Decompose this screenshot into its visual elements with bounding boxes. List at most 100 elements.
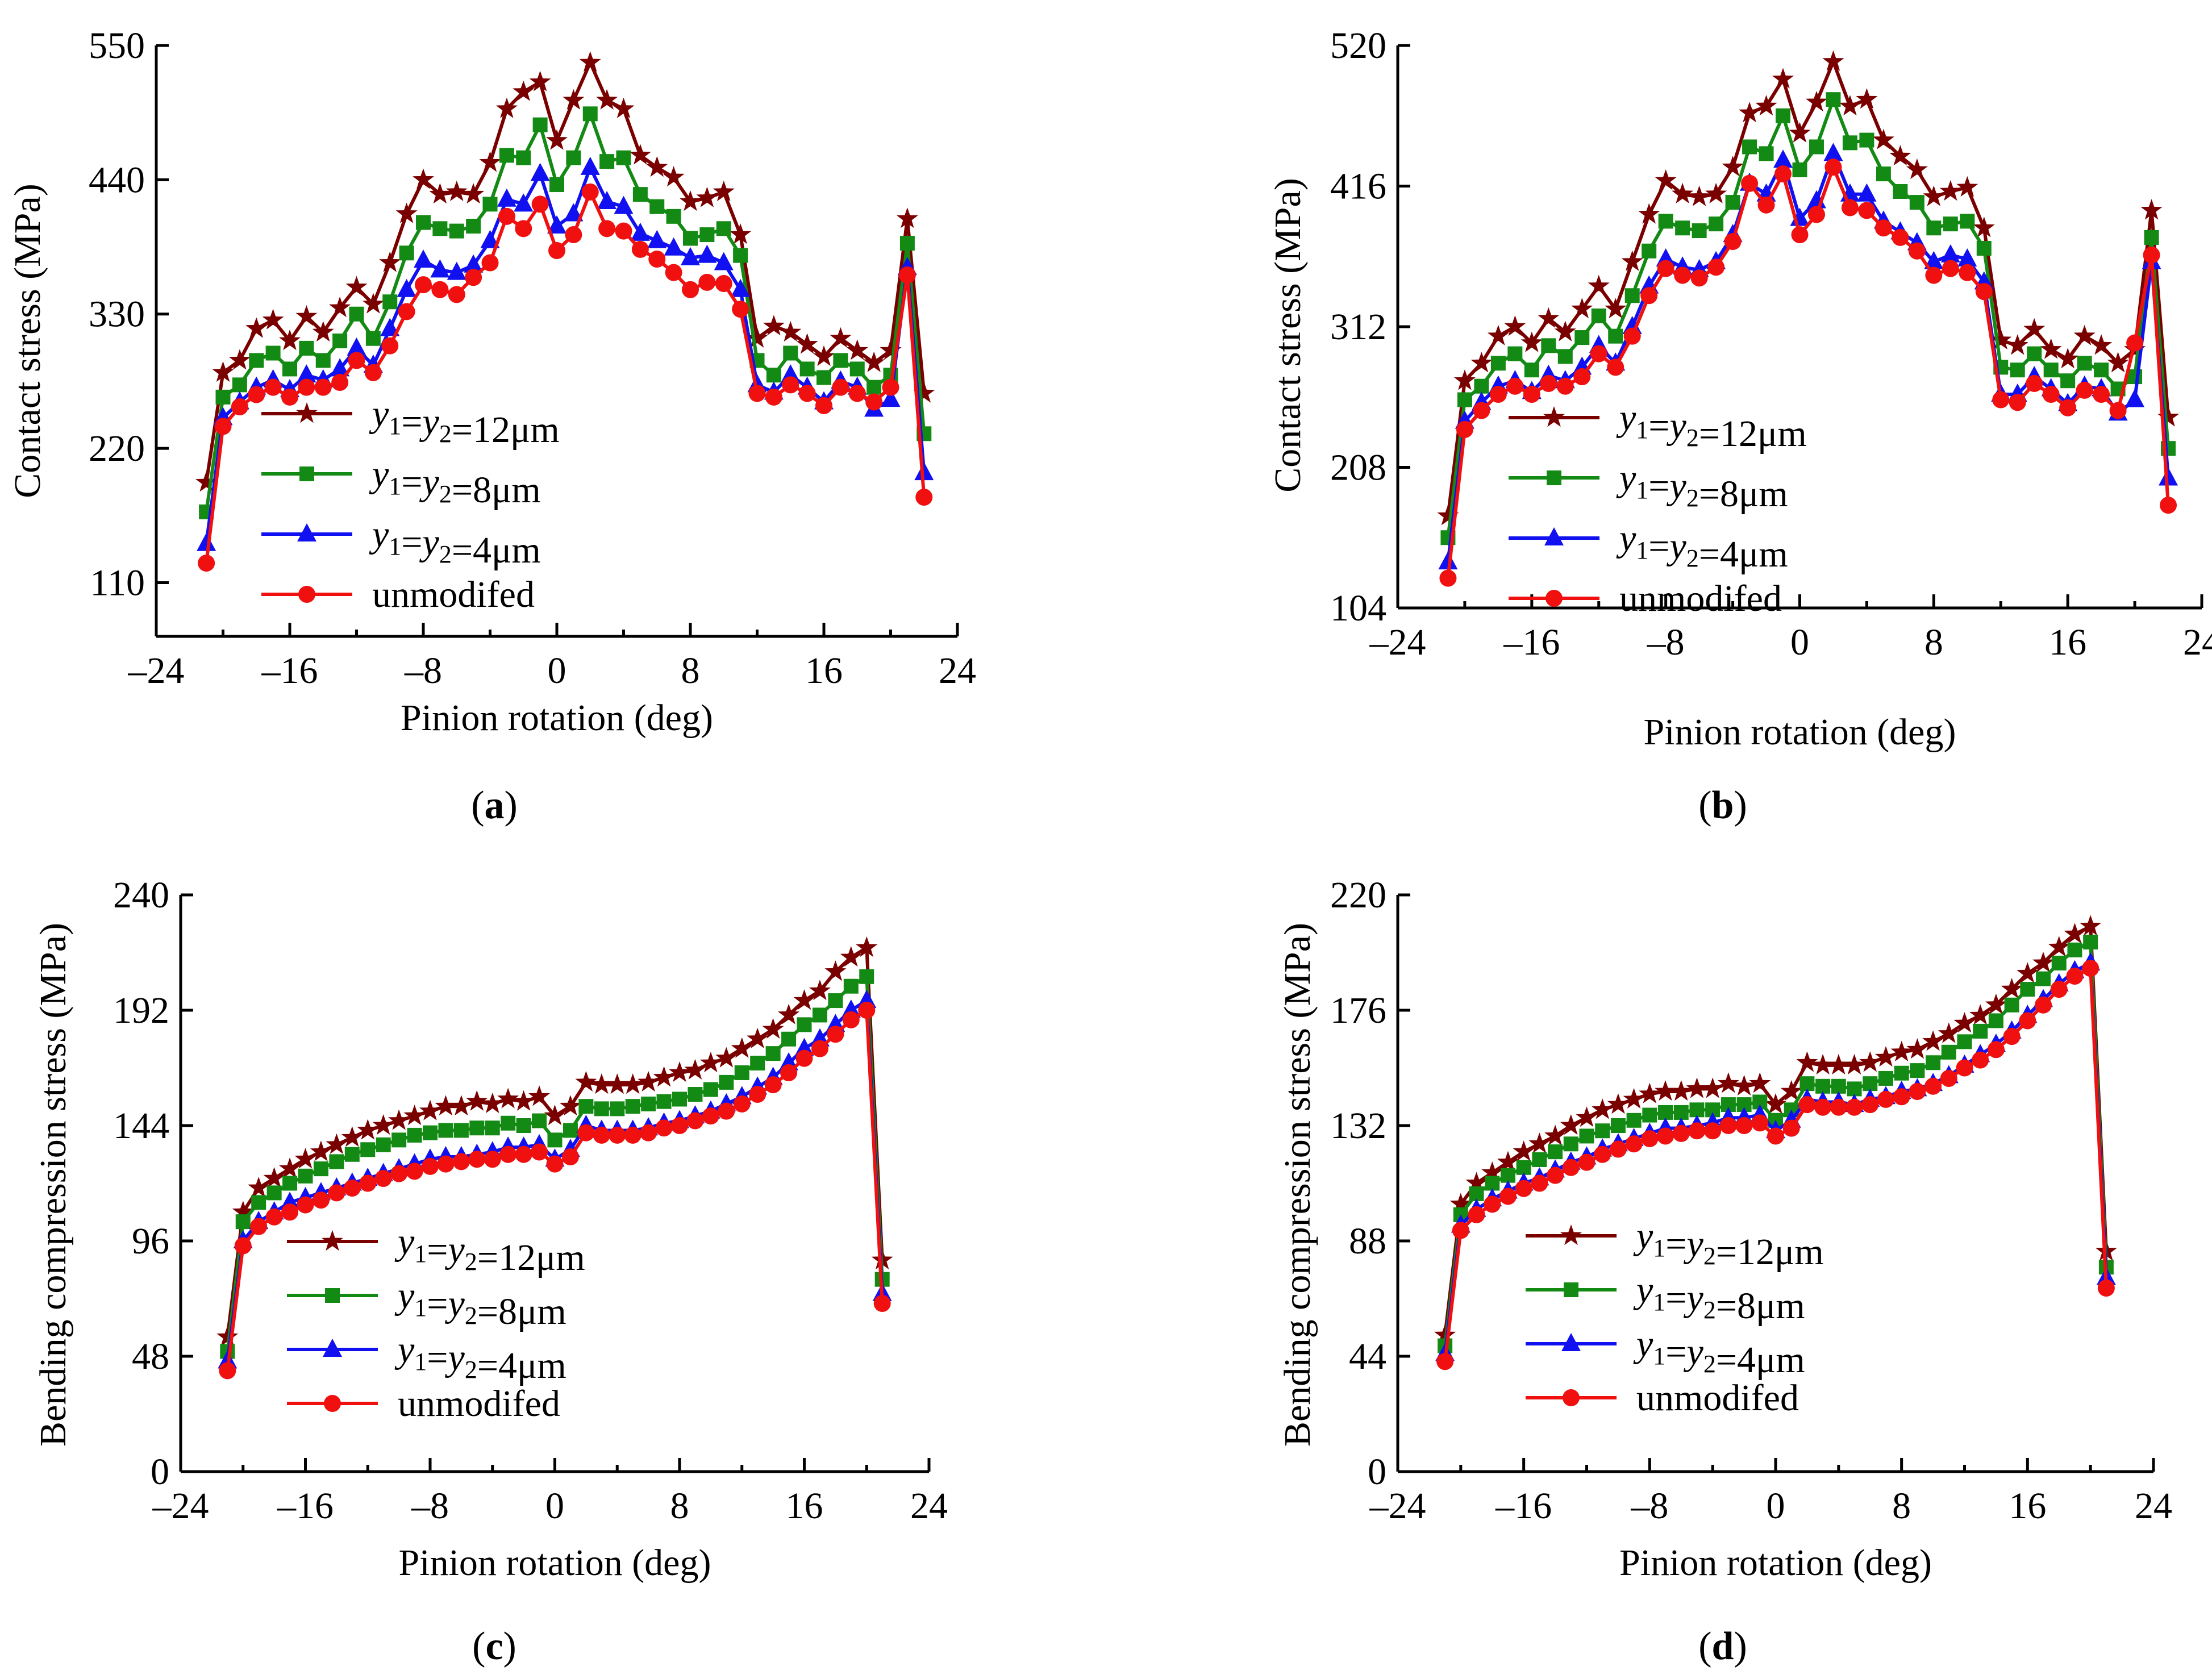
data-point <box>1757 196 1775 214</box>
data-point <box>812 1007 827 1023</box>
y-axis-title: Bending compression stress (MPa) <box>32 923 74 1447</box>
data-point <box>1776 108 1791 123</box>
data-point <box>357 1119 379 1140</box>
data-point <box>731 1037 753 1058</box>
y-tick-label: 88 <box>1349 1220 1386 1262</box>
data-point <box>858 1002 876 1019</box>
data-point <box>1857 183 1877 202</box>
data-point <box>1990 328 2012 349</box>
data-point <box>1705 182 1727 203</box>
data-point <box>372 1114 394 1135</box>
data-point <box>2019 1012 2036 1030</box>
data-point <box>1576 1106 1598 1127</box>
data-point <box>649 199 665 214</box>
data-point <box>406 1163 423 1180</box>
data-point <box>1892 228 1909 246</box>
data-point <box>582 106 598 122</box>
data-point <box>362 293 384 314</box>
data-point <box>1823 143 1843 161</box>
data-point <box>450 1095 472 1116</box>
data-point <box>1515 1180 1532 1197</box>
data-point <box>432 221 448 236</box>
data-point <box>1985 993 2007 1014</box>
data-point <box>1924 1077 1942 1095</box>
data-point <box>310 1140 332 1161</box>
x-tick-label: 24 <box>2135 1485 2172 1527</box>
data-point <box>1942 260 1959 277</box>
legend-label: y1=y2=4μm <box>1616 518 1788 575</box>
data-point <box>833 353 848 368</box>
series-unmod <box>1439 159 2177 587</box>
data-point <box>1925 266 1943 284</box>
data-point <box>547 1132 563 1148</box>
data-point <box>1608 328 1623 344</box>
series-y12 <box>1437 50 2180 526</box>
data-point <box>1524 363 1539 378</box>
legend-marker <box>325 1288 340 1303</box>
data-point <box>1607 1093 1629 1114</box>
data-point <box>437 1155 455 1173</box>
data-point <box>566 150 581 165</box>
data-point <box>581 183 599 201</box>
data-point <box>765 388 782 406</box>
data-point <box>561 1148 579 1165</box>
data-point <box>282 361 297 377</box>
data-point <box>749 1086 767 1103</box>
data-point <box>1588 274 1610 295</box>
data-point <box>763 315 785 336</box>
data-point <box>348 352 365 369</box>
data-point <box>1574 330 1590 345</box>
data-point <box>828 993 843 1009</box>
data-point <box>840 946 862 967</box>
data-point <box>703 1082 718 1097</box>
data-point <box>848 385 866 402</box>
data-point <box>648 251 666 268</box>
data-point <box>1500 1168 1515 1183</box>
data-point <box>263 1167 285 1188</box>
data-point <box>2059 399 2077 416</box>
data-point <box>546 1155 564 1173</box>
data-point <box>1610 1118 1626 1133</box>
legend-label: y1=y2=12μm <box>1633 1215 1824 1273</box>
data-point <box>1890 1040 1913 1061</box>
data-point <box>312 1191 330 1209</box>
data-point <box>466 1090 488 1111</box>
data-point <box>231 398 248 416</box>
y-tick-label: 416 <box>1330 166 1386 207</box>
legend-label: y1=y2=12μm <box>1616 397 1807 455</box>
data-point <box>565 226 582 244</box>
data-point <box>1906 1038 1928 1059</box>
data-point <box>863 351 885 372</box>
data-point <box>613 97 635 118</box>
data-point <box>2042 385 2060 403</box>
data-point <box>579 51 601 72</box>
data-point <box>532 1113 547 1128</box>
data-point <box>671 1117 688 1134</box>
data-point <box>298 1168 313 1184</box>
y-axis-title: Contact stress (MPa) <box>1267 178 1309 493</box>
data-point <box>1827 1053 1849 1075</box>
data-point <box>598 220 616 238</box>
data-point <box>1972 1051 1989 1069</box>
data-point <box>1956 1059 1973 1077</box>
data-point <box>548 241 565 259</box>
y-tick-label: 520 <box>1330 25 1386 66</box>
data-point <box>416 215 431 230</box>
data-point <box>314 378 332 396</box>
x-tick-label: 0 <box>545 1485 564 1527</box>
data-point <box>1439 569 1457 587</box>
data-point <box>435 1095 457 1116</box>
data-point <box>1831 1078 1846 1094</box>
data-point <box>1960 214 1975 229</box>
data-point <box>597 191 617 210</box>
data-point <box>513 80 535 101</box>
data-point <box>663 166 685 187</box>
data-point <box>1436 1353 1454 1370</box>
series-y8 <box>220 969 890 1359</box>
data-point <box>783 345 798 361</box>
data-point <box>1789 122 1811 143</box>
data-point <box>528 1085 551 1106</box>
data-point <box>1590 345 1607 363</box>
data-point <box>1686 1077 1708 1098</box>
